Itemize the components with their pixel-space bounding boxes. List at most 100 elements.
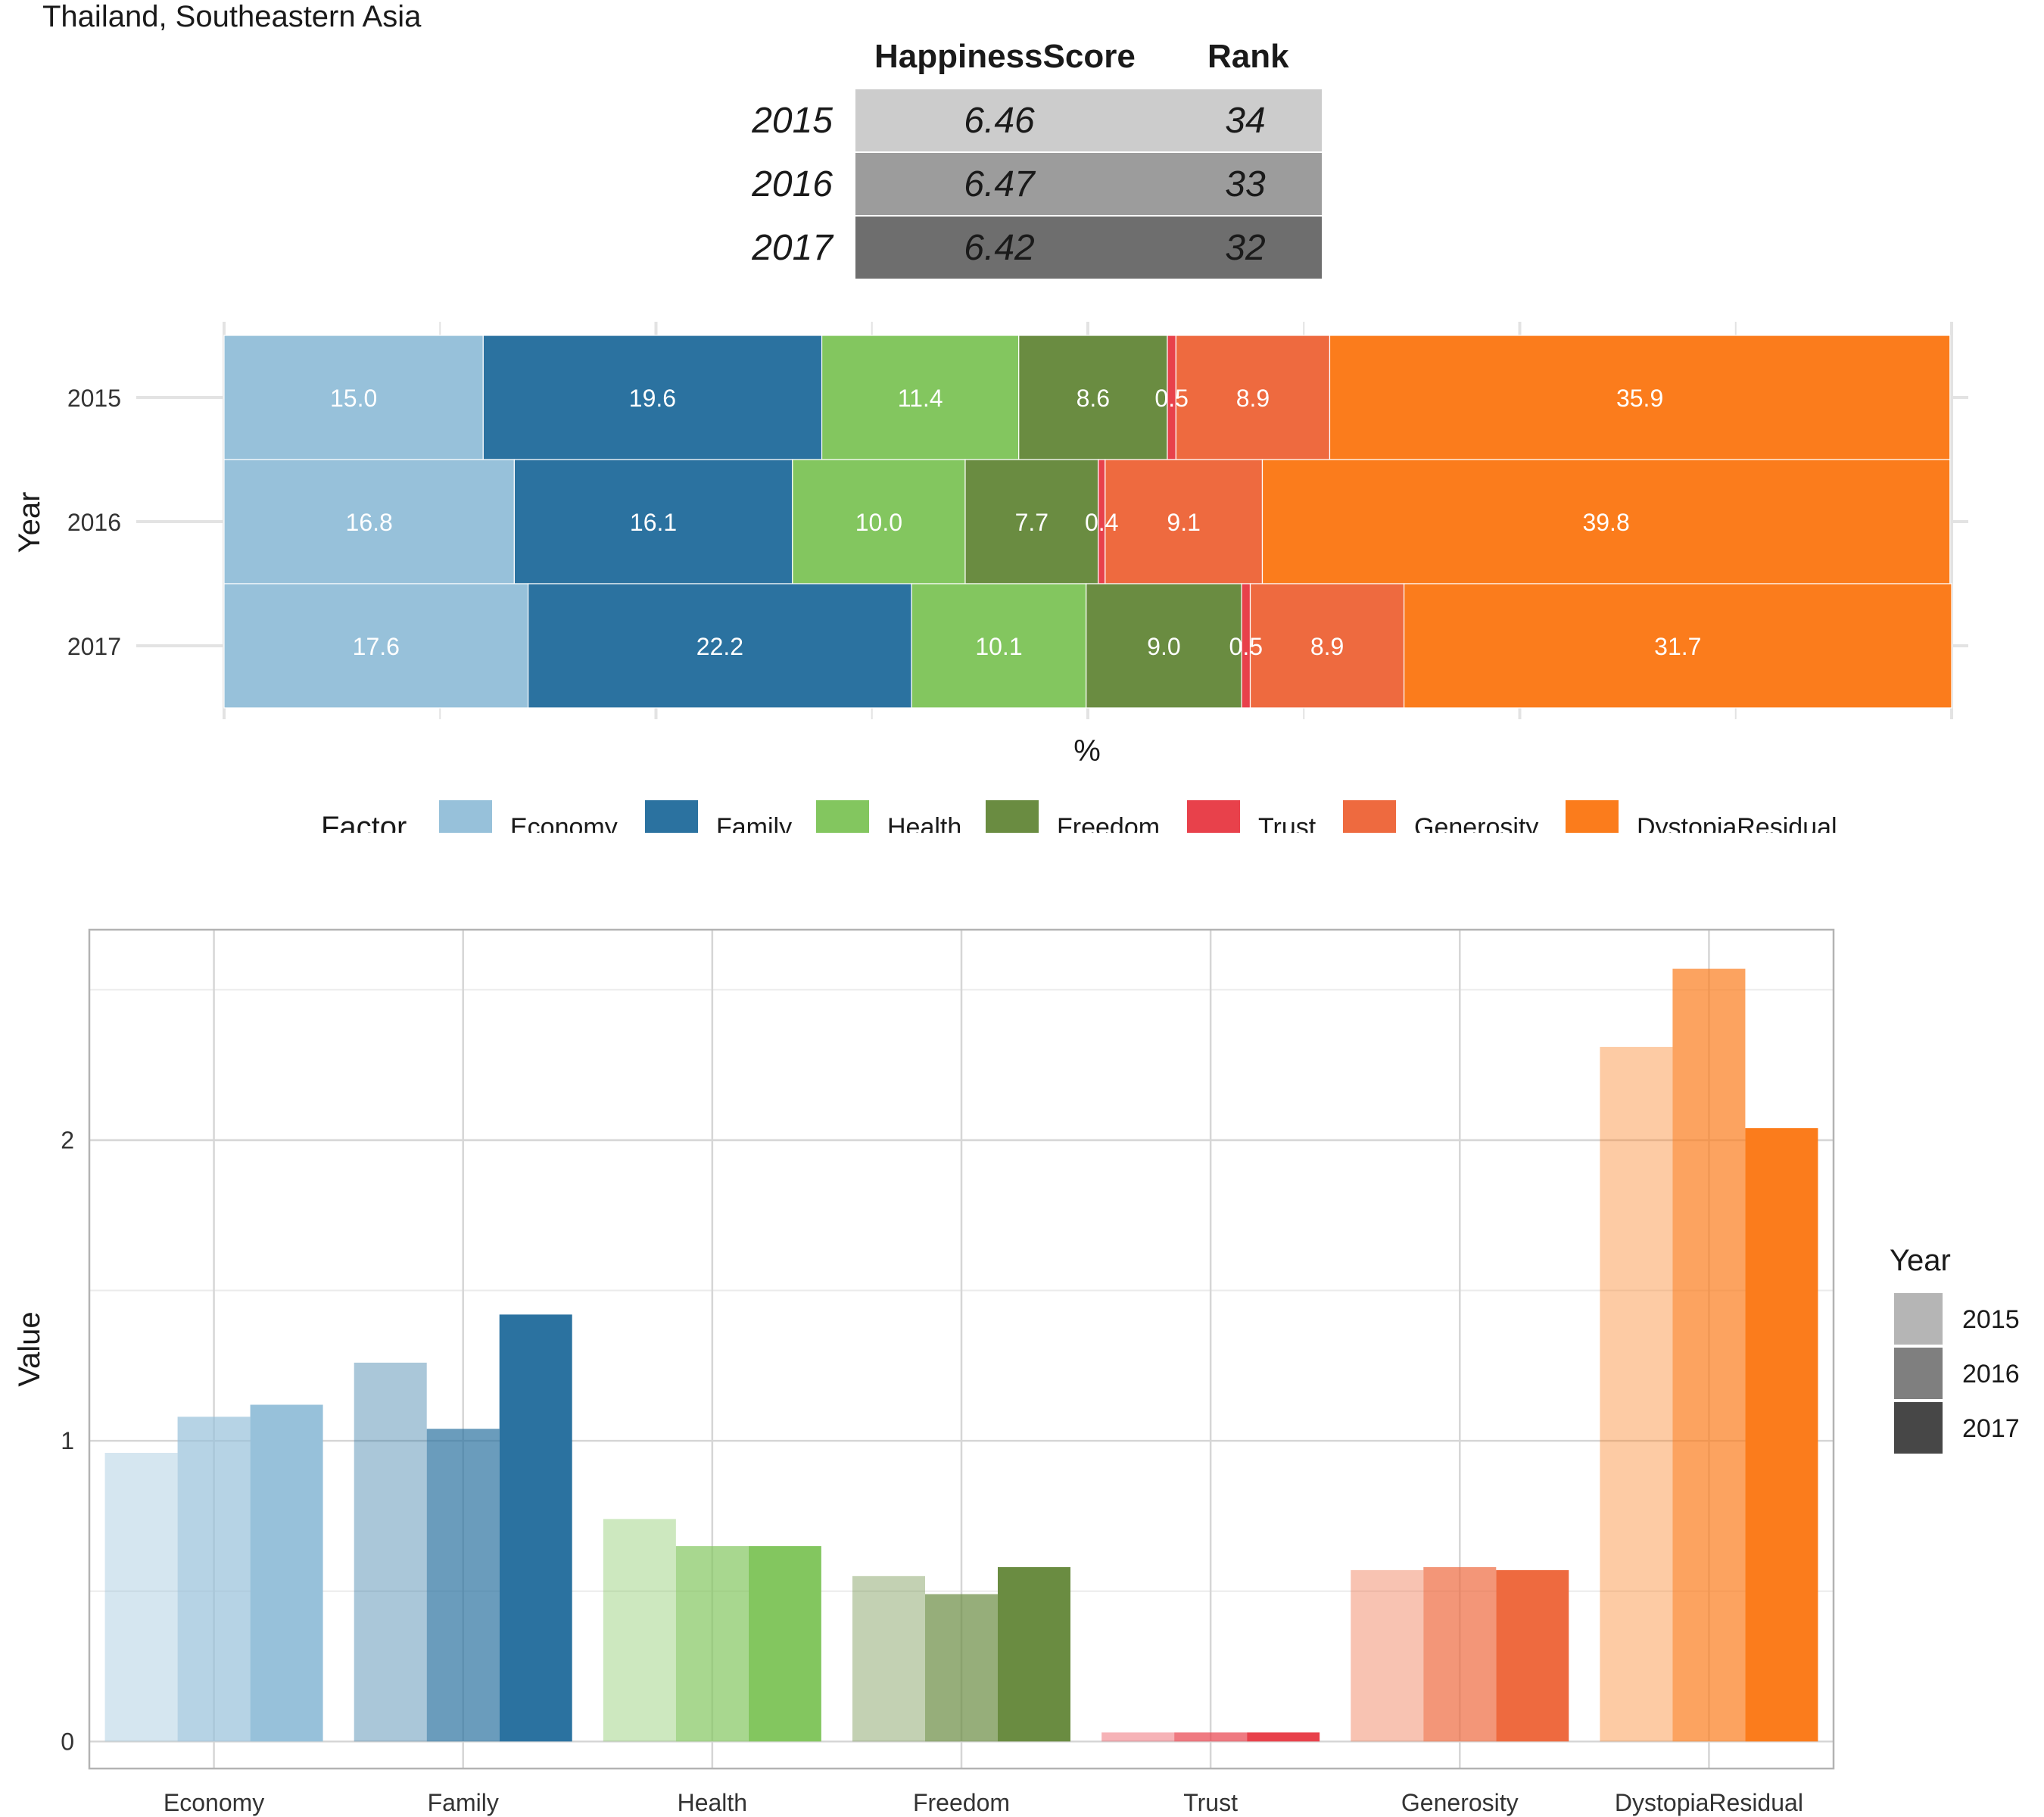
x-tick-label: Trust	[1183, 1789, 1238, 1816]
stacked-bar-segment	[792, 459, 966, 584]
legend-key	[1894, 1348, 1943, 1399]
legend-label: Generosity	[1414, 813, 1538, 833]
data-label: 16.8	[346, 509, 393, 536]
x-tick-label: Health	[678, 1789, 748, 1816]
data-label: 9.0	[1147, 633, 1180, 660]
y-tick-label: 1	[61, 1427, 74, 1454]
stacked-bar-segment	[223, 583, 529, 709]
table-cell-rank: 34	[1225, 101, 1266, 141]
bar	[852, 1575, 925, 1742]
x-tick-label: Family	[428, 1789, 499, 1816]
bar	[426, 1429, 500, 1742]
data-label: 11.4	[898, 385, 943, 412]
stacked-bar-segment	[1261, 459, 1951, 584]
legend-key	[1343, 800, 1396, 833]
table-cell-rank: 32	[1225, 228, 1266, 268]
x-tick-label: Generosity	[1401, 1789, 1519, 1816]
stacked-bar-segment	[528, 583, 912, 709]
data-label: 10.0	[855, 509, 902, 536]
stacked-bar-segment	[1329, 335, 1951, 460]
data-label: 8.6	[1077, 385, 1110, 412]
stacked-bar-segment	[482, 335, 823, 460]
bar	[603, 1519, 676, 1742]
data-label: 8.9	[1236, 385, 1270, 412]
y-axis-label: Year	[13, 492, 46, 553]
stacked-bar-segment	[1175, 335, 1331, 460]
table-row: 6.42 32	[855, 217, 1322, 279]
bar	[1351, 1569, 1424, 1742]
stacked-bar-segment	[964, 459, 1099, 584]
legend-label: 2016	[1962, 1360, 2020, 1388]
stacked-bar-segment	[911, 583, 1087, 709]
bar	[1174, 1732, 1248, 1742]
data-label: 9.1	[1167, 509, 1200, 536]
y-tick-label: 0	[61, 1728, 74, 1755]
table-cell-score: 6.47	[964, 164, 1035, 204]
bar	[1745, 1128, 1818, 1742]
data-label: 31.7	[1654, 633, 1701, 660]
data-label: 35.9	[1616, 385, 1663, 412]
data-label: 39.8	[1582, 509, 1629, 536]
table-cell-score: 6.42	[964, 228, 1035, 268]
plot-border	[88, 928, 1835, 1770]
data-label: 0.5	[1154, 385, 1188, 412]
stacked-bar-segment	[223, 335, 484, 460]
data-label: 16.1	[630, 509, 677, 536]
legend-label: Family	[716, 813, 792, 833]
stacked-bar-segment	[821, 335, 1020, 460]
legend-label: DystopiaResidual	[1637, 813, 1837, 833]
data-label: 7.7	[1015, 509, 1048, 536]
legend-label: Freedom	[1057, 813, 1160, 833]
bar	[499, 1314, 572, 1742]
y-tick-label: 2016	[67, 509, 121, 536]
legend-key	[986, 800, 1039, 833]
table-row: 6.47 33	[855, 153, 1322, 215]
page-title: Thailand, Southeastern Asia	[42, 0, 422, 33]
legend-title: Factor	[321, 811, 407, 833]
legend-key	[439, 800, 492, 833]
legend-key	[1187, 800, 1240, 833]
legend-key	[816, 800, 869, 833]
legend-key	[1566, 800, 1619, 833]
bar	[675, 1546, 749, 1742]
table-cell-score: 6.46	[964, 101, 1035, 141]
legend-key	[645, 800, 698, 833]
table-column-header: Rank	[1207, 38, 1289, 75]
stacked-bar-segment	[1086, 583, 1242, 709]
y-tick-label: 2017	[67, 633, 121, 660]
data-label: 22.2	[696, 633, 743, 660]
x-tick-label: DystopiaResidual	[1615, 1789, 1803, 1816]
bar	[998, 1566, 1070, 1742]
table-row-year: 2015	[752, 101, 833, 141]
x-tick-label: Economy	[164, 1789, 264, 1816]
data-label: 0.4	[1085, 509, 1118, 536]
bar	[1672, 968, 1746, 1742]
data-label: 8.9	[1310, 633, 1344, 660]
x-axis-label: %	[1073, 734, 1101, 768]
legend-key	[1894, 1293, 1943, 1345]
legend-label: 2015	[1962, 1305, 2020, 1334]
y-tick-label: 2015	[67, 385, 121, 412]
stacked-bar-segment	[1249, 583, 1405, 709]
legend-key	[1894, 1402, 1943, 1454]
x-tick-label: Freedom	[913, 1789, 1010, 1816]
stacked-percent-chart: 15.0 19.6 11.4 8.6 0.5 8.9 35.9 2015 16.8 16.1 10.…	[13, 322, 1968, 833]
y-axis-label: Value	[13, 1311, 46, 1386]
y-tick-label: 2	[61, 1127, 74, 1154]
data-label: 0.5	[1229, 633, 1263, 660]
bar	[1600, 1046, 1673, 1742]
data-label: 19.6	[629, 385, 676, 412]
table-row-year: 2016	[752, 164, 833, 204]
stacked-bar-segment	[513, 459, 793, 584]
bar	[250, 1404, 323, 1742]
stacked-bar-segment	[1105, 459, 1263, 584]
table-row: 6.46 34	[855, 89, 1322, 151]
legend-label: Trust	[1258, 813, 1316, 833]
grouped-bar-chart: 0 1 2 Economy Family Health Freedom Trust Genero…	[13, 928, 2020, 1816]
table-cell-rank: 33	[1225, 164, 1266, 204]
bar	[1247, 1732, 1320, 1742]
bar	[1496, 1569, 1569, 1742]
bar	[177, 1417, 251, 1742]
bar	[925, 1594, 998, 1742]
data-label: 15.0	[330, 385, 377, 412]
